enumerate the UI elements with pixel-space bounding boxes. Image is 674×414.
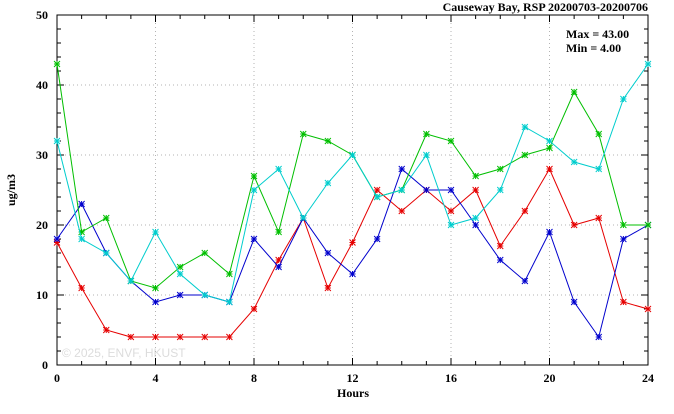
tick-label: 12: [347, 371, 359, 385]
chart-title: Causeway Bay, RSP 20200703-20200706: [443, 0, 648, 14]
y-tick-labels: 0 10 20 30 40 50: [36, 8, 48, 372]
max-value-label: Max = 43.00: [566, 27, 629, 41]
watermark: © 2025, ENVF, HKUST: [62, 346, 186, 360]
tick-label: 20: [544, 371, 556, 385]
tick-label: 20: [36, 218, 48, 232]
series-cyan: [53, 60, 652, 306]
tick-label: 4: [153, 371, 159, 385]
series-blue: [53, 165, 652, 341]
y-axis-label: ug/m3: [4, 174, 18, 206]
tick-label: 40: [36, 78, 48, 92]
tick-label: 8: [251, 371, 257, 385]
tick-label: 16: [445, 371, 457, 385]
tick-label: 30: [36, 148, 48, 162]
tick-label: 10: [36, 288, 48, 302]
tick-label: 24: [642, 371, 654, 385]
min-value-label: Min = 4.00: [566, 41, 621, 55]
tick-label: 50: [36, 8, 48, 22]
grid-lines: [56, 14, 649, 366]
tick-label: 0: [54, 371, 60, 385]
x-tick-labels: 0 4 8 12 16 20 24: [54, 371, 654, 385]
tick-label: 0: [42, 358, 48, 372]
x-axis-label: Hours: [337, 386, 369, 400]
series-red: [53, 165, 652, 341]
